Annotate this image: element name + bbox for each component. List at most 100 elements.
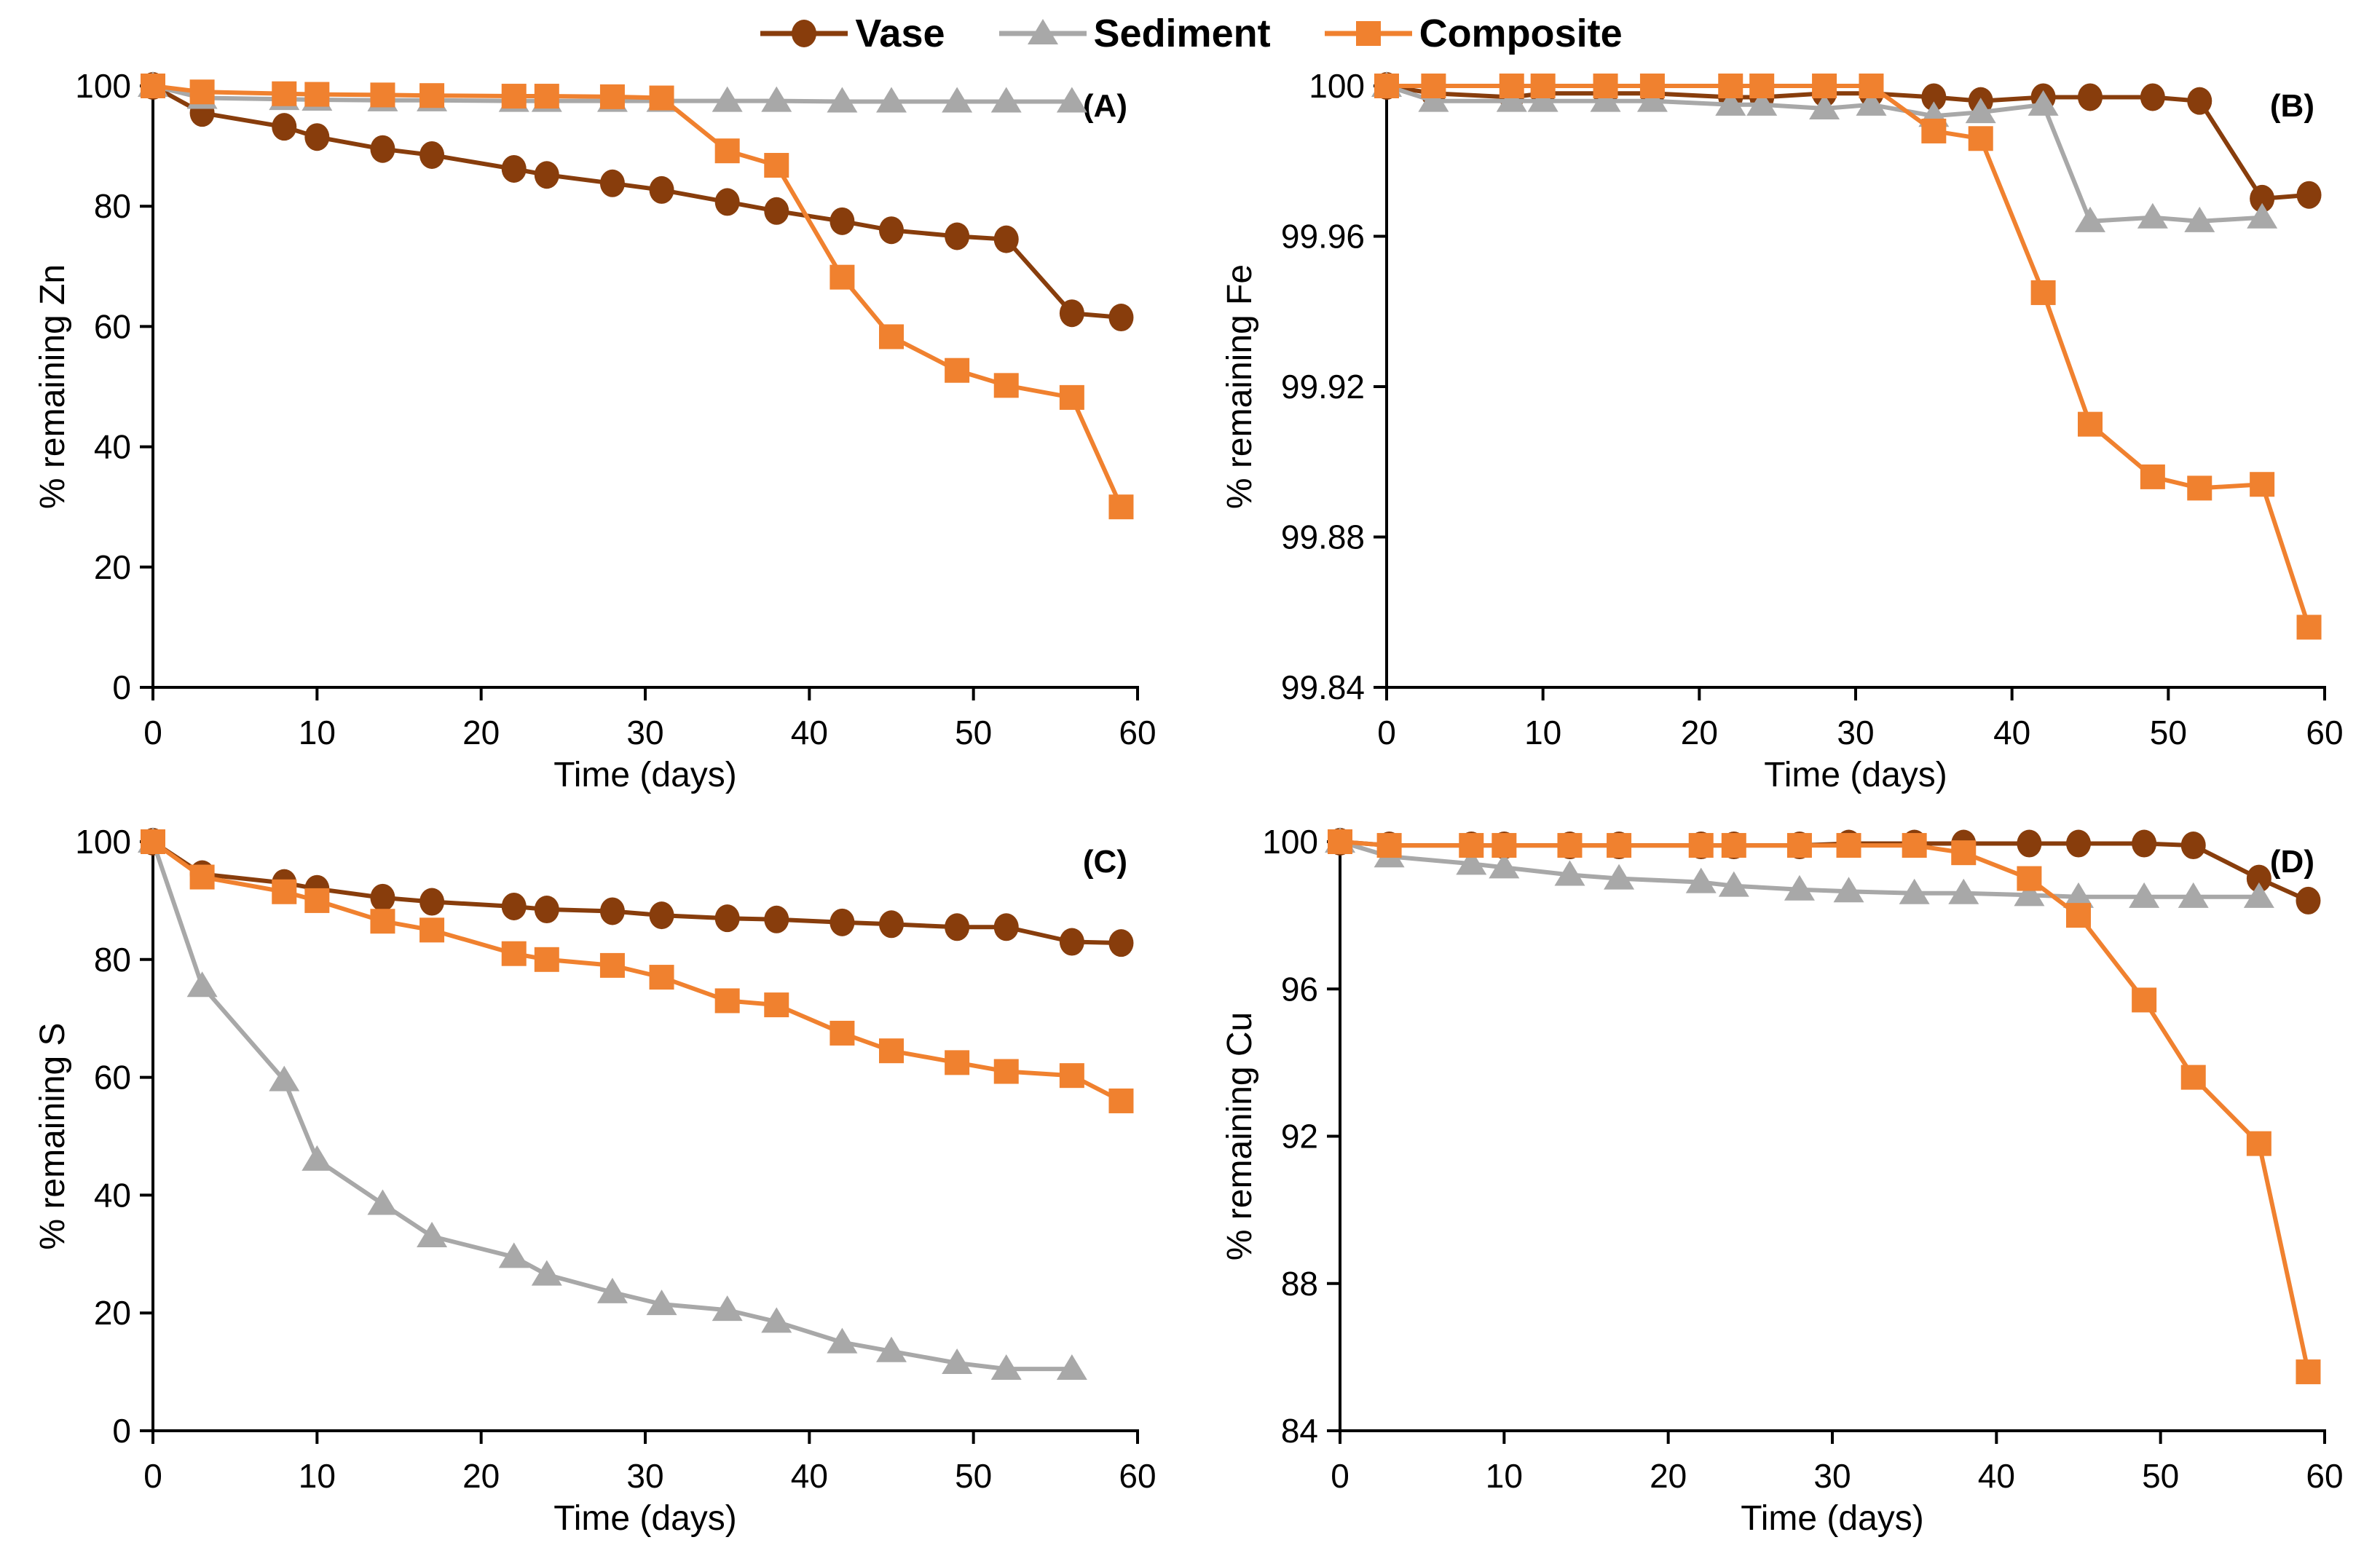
data-point-circle <box>714 188 740 216</box>
data-point-circle <box>764 905 789 933</box>
data-point-circle <box>599 897 625 925</box>
data-point-square <box>2250 472 2275 497</box>
data-point-square <box>1059 1063 1084 1089</box>
data-point-triangle <box>2247 202 2278 229</box>
data-point-square <box>1492 833 1517 858</box>
data-point-triangle <box>876 87 907 113</box>
data-point-triangle <box>2014 880 2045 907</box>
data-point-triangle <box>531 1260 562 1286</box>
data-point-circle <box>2132 829 2157 858</box>
data-point-square <box>945 358 970 383</box>
y-axis-title: % remaining Zn <box>34 264 72 509</box>
x-tick-label: 40 <box>791 1457 828 1495</box>
data-point-square <box>714 138 740 164</box>
x-tick-label: 0 <box>143 714 162 751</box>
data-point-circle <box>764 197 789 225</box>
data-point-square <box>1459 833 1484 858</box>
y-tick-label: 100 <box>75 67 131 105</box>
data-point-square <box>2187 475 2212 501</box>
series-line-composite <box>151 84 1124 510</box>
data-point-circle <box>879 216 904 245</box>
y-tick-label: 99.92 <box>1281 368 1365 406</box>
data-point-triangle <box>876 1336 907 1362</box>
y-tick-label: 80 <box>94 941 131 979</box>
x-axis-title: Time (days) <box>1764 756 1947 794</box>
data-point-triangle <box>2178 882 2209 908</box>
data-point-triangle <box>1527 86 1559 112</box>
chart-panel-s: 0 20 40 60 80 100 0 10 20 30 40 50 60 % remaining S Ti… <box>31 814 1170 1546</box>
series-line-composite <box>1384 84 2312 630</box>
data-point-triangle <box>2075 206 2105 232</box>
data-point-square <box>1607 833 1632 858</box>
data-point-triangle <box>1456 849 1487 875</box>
x-tick-label: 20 <box>462 1457 500 1495</box>
data-point-triangle <box>269 1065 300 1091</box>
data-point-square <box>2078 411 2103 437</box>
data-point-square <box>764 992 789 1018</box>
data-point-square <box>141 829 165 854</box>
data-point-square <box>764 153 789 178</box>
y-tick-label: 88 <box>1281 1265 1318 1303</box>
data-point-square <box>649 85 674 111</box>
data-point-square <box>1812 74 1837 98</box>
data-point-square <box>189 79 215 105</box>
data-point-square <box>419 83 445 108</box>
data-point-square <box>2296 615 2322 640</box>
x-tick-label: 10 <box>1486 1457 1523 1495</box>
data-point-square <box>830 1020 855 1046</box>
data-point-triangle <box>596 1277 628 1303</box>
data-point-triangle <box>498 1242 529 1268</box>
data-point-square <box>1557 833 1583 858</box>
data-point-square <box>1421 74 1446 98</box>
x-tick-label: 30 <box>626 1457 663 1495</box>
data-point-circle <box>599 169 625 197</box>
data-point-triangle <box>1809 93 1840 119</box>
data-point-triangle <box>1718 871 1749 897</box>
data-point-triangle <box>1056 1354 1087 1381</box>
legend-item-composite: Composite <box>1322 10 1623 57</box>
data-point-triangle <box>1554 860 1585 886</box>
y-axis-title: % remaining S <box>34 1022 72 1249</box>
data-point-square <box>272 879 297 904</box>
data-point-square <box>141 74 165 98</box>
y-tick-label: 20 <box>94 548 131 586</box>
data-point-triangle <box>761 86 792 112</box>
data-point-triangle <box>646 1290 677 1316</box>
y-tick-label: 60 <box>94 1059 131 1097</box>
y-tick-label: 40 <box>94 428 131 466</box>
x-tick-label: 60 <box>1119 714 1156 751</box>
data-point-triangle <box>1948 878 1979 904</box>
data-point-square <box>1059 384 1084 410</box>
data-point-triangle <box>2129 882 2160 908</box>
data-point-square <box>304 888 330 913</box>
legend-label-vase: Vase <box>855 12 945 55</box>
data-point-square <box>370 909 395 934</box>
x-tick-label: 60 <box>2306 1457 2343 1495</box>
data-point-circle <box>1059 299 1084 328</box>
x-tick-label: 20 <box>462 714 500 751</box>
legend-item-vase: Vase <box>757 10 945 57</box>
data-point-square <box>2246 1131 2271 1156</box>
data-point-circle <box>419 141 445 169</box>
data-point-triangle <box>990 1354 1022 1381</box>
chart-panel-fe: 99.84 99.88 99.92 99.96 100 0 10 20 30 40 50 60 % re… <box>1218 58 2357 802</box>
data-point-circle <box>501 154 527 183</box>
data-point-square <box>501 941 527 966</box>
x-tick-label: 30 <box>1837 714 1874 751</box>
data-point-square <box>1859 74 1884 98</box>
x-tick-label: 50 <box>955 714 992 751</box>
data-point-triangle <box>1784 874 1815 901</box>
data-point-square <box>649 965 674 990</box>
data-point-square <box>1718 74 1743 98</box>
data-point-square <box>1499 74 1524 98</box>
y-tick-label: 92 <box>1281 1118 1318 1156</box>
chart-panel-zn: 0 20 40 60 80 100 0 10 20 30 40 50 60 % remaining Zn T… <box>31 58 1170 802</box>
y-tick-label: 84 <box>1281 1412 1318 1450</box>
x-tick-label: 10 <box>299 1457 336 1495</box>
y-tick-label: 100 <box>1262 823 1318 861</box>
data-point-triangle <box>827 1327 858 1354</box>
data-point-circle <box>2250 184 2275 213</box>
data-point-triangle <box>417 1222 448 1248</box>
data-point-circle <box>272 113 297 141</box>
data-point-circle <box>649 175 674 204</box>
